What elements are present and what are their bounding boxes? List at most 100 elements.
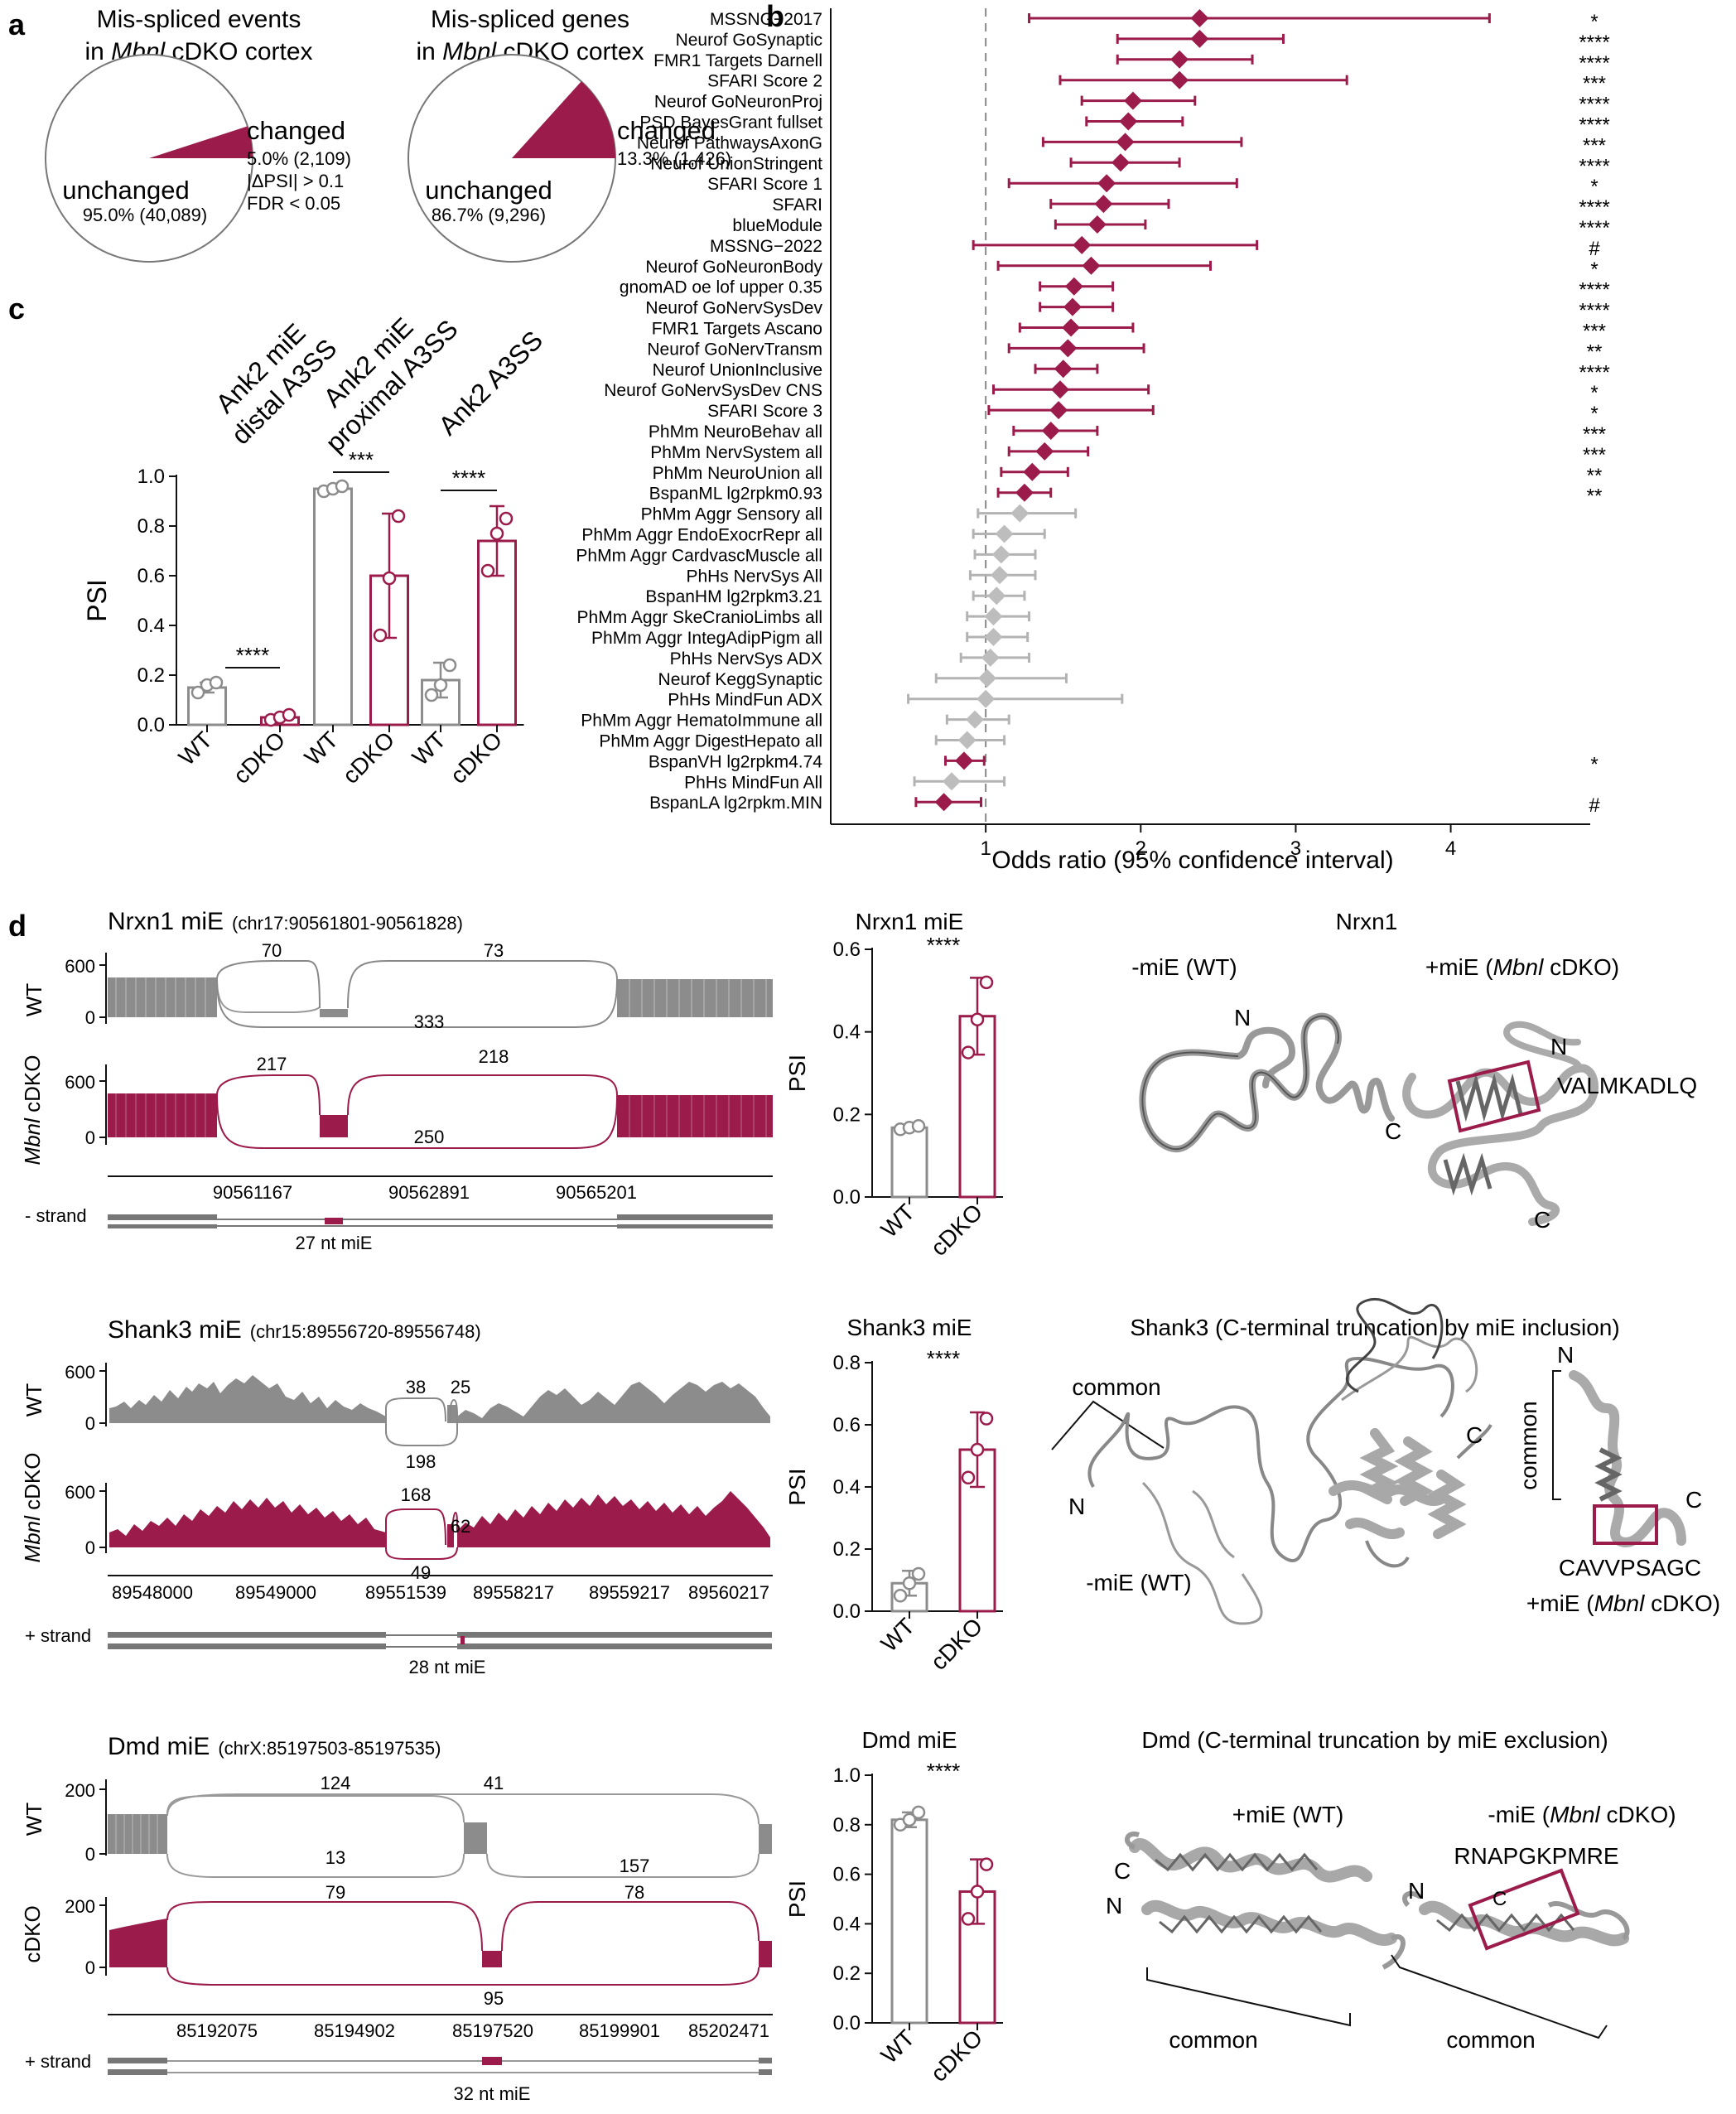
x-tick-label: cDKO — [446, 726, 508, 789]
dmd-wt-count-4: 157 — [620, 1856, 650, 1876]
forest-odds-ratio-marker — [991, 545, 1010, 564]
shank3-wt-n-terminus: N — [1068, 1494, 1085, 1519]
shank3-struct-left-label: -miE (WT) — [1086, 1570, 1192, 1595]
dmd-miE-exon — [482, 2057, 502, 2065]
data-point — [335, 479, 350, 494]
nrxn1-wt-track-label: WT — [22, 983, 46, 1017]
significance-label: *** — [349, 447, 374, 472]
shank3-miE-exon — [461, 1636, 465, 1644]
dmd-ko-count-2: 78 — [624, 1882, 644, 1903]
forest-x-tick-label: 1 — [980, 837, 991, 860]
y-tick-label: 0.0 — [833, 1600, 861, 1623]
pie1-changed-value: 5.0% (2,109) — [247, 148, 351, 169]
dmd-wt-ytick-top: 200 — [65, 1780, 95, 1801]
dmd-wt-n-terminus: N — [1106, 1893, 1122, 1919]
forest-odds-ratio-marker — [1073, 235, 1092, 254]
data-point — [979, 975, 994, 990]
nrxn1-psi-chart: 0.0 0.2 0.4 0.6 WT cDKO **** PSI — [784, 933, 1003, 1261]
shank3-wt-c-terminus: C — [1466, 1422, 1483, 1448]
forest-row-label: Neurof GoNeuronBody — [645, 258, 822, 277]
shank3-gtick-6: 89560217 — [688, 1582, 769, 1603]
pie1-changed-slice — [149, 126, 253, 158]
forest-odds-ratio-marker — [1010, 504, 1030, 523]
dmd-gtick-2: 85194902 — [314, 2020, 395, 2041]
forest-row-label: blueModule — [732, 216, 822, 235]
forest-row-label: PhMm Aggr HematoImmune all — [581, 712, 822, 731]
nrxn1-wt-n-terminus: N — [1234, 1005, 1251, 1030]
shank3-wt-junction-up — [385, 1397, 446, 1422]
forest-odds-ratio-marker — [1064, 277, 1083, 296]
shank3-common-label: common — [1072, 1374, 1160, 1400]
forest-row-label: gnomAD oe lof upper 0.35 — [620, 278, 822, 297]
forest-significance: * — [1590, 176, 1598, 198]
nrxn1-ko-coverage-right — [617, 1095, 773, 1137]
dmd-wt-junction-skip-1 — [166, 1853, 465, 1878]
forest-row-label: Neurof GoNervSysDev — [645, 299, 822, 318]
pie1-title-line2: in Mbnl cDKO cortex — [84, 38, 312, 65]
forest-odds-ratio-marker — [995, 524, 1014, 543]
nrxn1-wt-junction-down — [347, 960, 618, 1009]
nrxn1-title: Nrxn1 miE (chr17:90561801-90561828) — [108, 908, 463, 935]
dmd-wt-junction-skip-2 — [486, 1853, 760, 1878]
forest-odds-ratio-marker — [976, 689, 996, 708]
nrxn1-ko-count-2: 218 — [479, 1046, 509, 1067]
shank3-wt-junction-skip — [385, 1418, 458, 1446]
nrxn1-wt-count-2: 73 — [484, 940, 504, 961]
panel-a: a Mis-spliced events in Mbnl cDKO cortex… — [8, 6, 731, 263]
panel-letter-b: b — [766, 0, 784, 33]
forest-significance: *** — [1583, 321, 1606, 343]
forest-odds-ratio-marker — [1062, 318, 1081, 337]
data-point — [961, 1045, 976, 1059]
data-point — [480, 563, 495, 578]
forest-odds-ratio-marker — [1170, 70, 1189, 89]
significance-label: **** — [927, 1346, 960, 1371]
data-point — [893, 1589, 908, 1603]
shank3-exon-label: 28 nt miE — [409, 1657, 486, 1677]
data-point — [911, 1119, 926, 1133]
significance-label: **** — [927, 933, 960, 958]
forest-significance: * — [1590, 11, 1598, 33]
forest-significance: * — [1590, 258, 1598, 281]
data-point — [979, 1412, 994, 1426]
data-point — [961, 1912, 976, 1926]
x-tick-label: WT — [300, 726, 344, 770]
forest-odds-ratio-marker — [1094, 195, 1113, 214]
nrxn1-ko-c-terminus: C — [1534, 1207, 1550, 1233]
dmd-row: Dmd miE (chrX:85197503-85197535) WT cDKO … — [20, 1727, 1676, 2104]
dmd-struct-title: Dmd (C-terminal truncation by miE exclus… — [1141, 1727, 1608, 1753]
data-point — [433, 678, 448, 693]
dmd-ko-c-terminus: C — [1492, 1888, 1507, 1910]
dmd-excluded-peptide-box — [1468, 1868, 1580, 1951]
bar — [890, 1818, 928, 2025]
shank3-inserted-peptide-box — [1593, 1504, 1658, 1545]
nrxn1-wt-ytick-zero: 0 — [85, 1007, 95, 1028]
forest-row-label: PhMm Aggr IntegAdipPigm all — [591, 629, 822, 648]
shank3-ko-count-2: 62 — [451, 1516, 470, 1537]
pie1-unchanged-value: 95.0% (40,089) — [83, 205, 207, 225]
forest-odds-ratio-marker — [1054, 360, 1073, 379]
nrxn1-ko-coverage-exon — [320, 1115, 348, 1137]
dmd-wt-count-3: 13 — [326, 1847, 345, 1868]
nrxn1-strand: - strand — [25, 1205, 87, 1226]
data-point — [979, 1857, 994, 1871]
nrxn1-wt-coverage-right — [617, 979, 773, 1017]
y-tick-label: 0.2 — [833, 1538, 861, 1561]
x-tick-label: WT — [174, 726, 218, 770]
y-tick-label: 0.4 — [833, 1913, 861, 1935]
data-point — [282, 707, 297, 722]
data-point — [373, 628, 388, 643]
nrxn1-wt-junction-up — [216, 960, 321, 1009]
forest-row-label: Neurof UnionInclusive — [653, 360, 822, 379]
shank3-wt-ytick-top: 600 — [65, 1362, 95, 1383]
forest-row-label: SFARI Score 1 — [707, 175, 822, 194]
dmd-cdko-track-label: cDKO — [20, 1905, 45, 1962]
shank3-psi-title: Shank3 miE — [847, 1315, 972, 1340]
dmd-structure-wt — [1129, 1838, 1397, 1946]
shank3-ko-ytick-top: 600 — [65, 1482, 95, 1503]
shank3-ko-c-terminus: C — [1685, 1487, 1702, 1513]
dmd-ko-junction-skip — [166, 1967, 760, 1986]
forest-row-label: PhMm Aggr CardvascMuscle all — [576, 546, 822, 565]
